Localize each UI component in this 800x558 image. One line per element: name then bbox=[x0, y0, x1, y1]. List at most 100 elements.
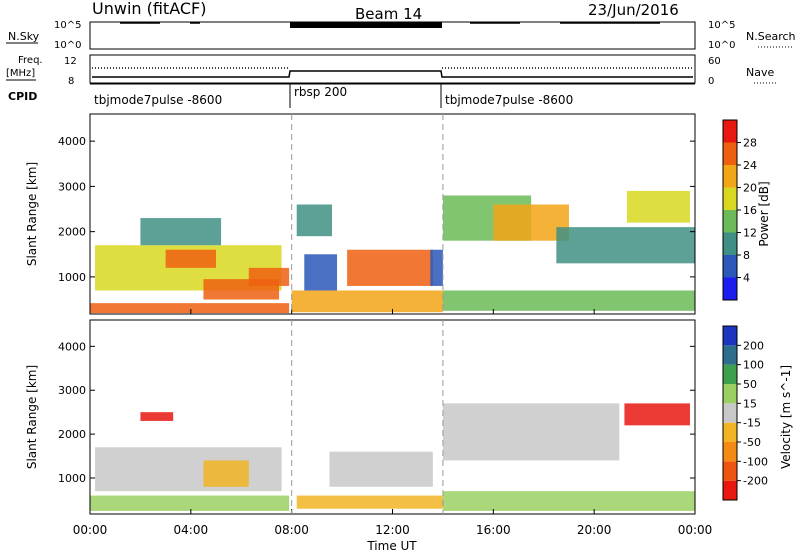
power-ytick-label-3: 4000 bbox=[58, 135, 86, 148]
site-title: Unwin (fitACF) bbox=[92, 0, 206, 18]
power-ytick-label-1: 2000 bbox=[58, 226, 86, 239]
power-region-2 bbox=[165, 249, 217, 268]
power-colorbar-tick-0: 4 bbox=[743, 272, 750, 285]
velocity-region-6 bbox=[442, 403, 620, 461]
power-region-15 bbox=[626, 190, 690, 223]
power-colorbar-label: Power [dB] bbox=[757, 181, 771, 246]
velocity-region-5 bbox=[329, 451, 433, 487]
power-panel: 1000 2000 3000 4000 Slant Range [km] 4 8 12 16… bbox=[25, 113, 771, 315]
mode-dividers bbox=[291, 114, 444, 514]
power-ytick-label-0: 1000 bbox=[58, 271, 86, 284]
freq-label-1: Freq. bbox=[18, 55, 43, 66]
velocity-region-1 bbox=[95, 447, 282, 492]
velocity-colorbar-swatch-4 bbox=[723, 403, 737, 423]
velocity-panel: 1000 2000 3000 4000 Slant Range [km] -200 -1… bbox=[25, 319, 793, 515]
nsky-tick-top: 10^5 bbox=[54, 20, 81, 31]
freq-trace bbox=[92, 70, 693, 78]
velocity-region-0 bbox=[90, 495, 290, 511]
cpid-strip: CPID tbjmode7pulse -8600 rbsp 200 tbjmod… bbox=[8, 83, 695, 108]
power-colorbar-tick-3: 16 bbox=[743, 204, 757, 217]
xtick-label-0: 00:00 bbox=[73, 523, 108, 537]
power-region-0 bbox=[90, 303, 290, 314]
cpid-segment-3: tbjmode7pulse -8600 bbox=[445, 93, 573, 107]
velocity-ytick-label-0: 1000 bbox=[58, 472, 86, 485]
velocity-colorbar-tick-0: -200 bbox=[743, 475, 768, 488]
power-region-5 bbox=[140, 218, 222, 246]
power-colorbar-swatch-6 bbox=[723, 142, 737, 165]
power-y-axis: 1000 2000 3000 4000 bbox=[58, 135, 695, 284]
velocity-ytick-label-3: 4000 bbox=[58, 340, 86, 353]
power-colorbar-tick-6: 28 bbox=[743, 137, 757, 150]
velocity-colorbar-swatch-2 bbox=[723, 442, 737, 462]
freq-label-2: [MHz] bbox=[6, 68, 35, 79]
velocity-colorbar-swatch-3 bbox=[723, 422, 737, 442]
velocity-colorbar-tick-4: 15 bbox=[743, 397, 757, 410]
velocity-heatmap bbox=[90, 403, 695, 511]
velocity-region-2 bbox=[203, 460, 249, 487]
velocity-colorbar-swatch-0 bbox=[723, 480, 737, 500]
nave-tick-bottom: 0 bbox=[708, 76, 714, 87]
power-colorbar-swatch-1 bbox=[723, 255, 737, 278]
velocity-colorbar-tick-7: 200 bbox=[743, 339, 764, 352]
time-axis: 00:00 04:00 08:00 12:00 16:00 20:00 00:00 bbox=[73, 309, 713, 537]
velocity-region-8 bbox=[442, 491, 695, 511]
cpid-segment-2: rbsp 200 bbox=[294, 85, 347, 99]
velocity-region-3 bbox=[140, 412, 174, 421]
nsearch-label: N.Search bbox=[746, 30, 796, 43]
velocity-region-4 bbox=[296, 495, 443, 509]
xtick-label-5: 20:00 bbox=[577, 523, 612, 537]
cpid-segment-1: tbjmode7pulse -8600 bbox=[94, 93, 222, 107]
power-heatmap bbox=[90, 190, 695, 314]
velocity-y-axis: 1000 2000 3000 4000 bbox=[58, 340, 695, 485]
power-region-11 bbox=[442, 290, 695, 311]
power-colorbar-swatch-7 bbox=[723, 120, 737, 143]
velocity-colorbar-swatch-5 bbox=[723, 384, 737, 404]
velocity-colorbar-swatch-1 bbox=[723, 461, 737, 481]
xtick-label-4: 16:00 bbox=[476, 523, 511, 537]
nsky-tick-bottom-right: 10^0 bbox=[708, 40, 735, 51]
power-colorbar-swatch-0 bbox=[723, 277, 737, 300]
velocity-colorbar-label: Velocity [m s^-1] bbox=[779, 365, 793, 469]
beam-title: Beam 14 bbox=[355, 5, 422, 23]
power-ylabel: Slant Range [km] bbox=[25, 162, 39, 266]
power-colorbar-swatch-4 bbox=[723, 187, 737, 210]
nsky-tick-top-right: 10^5 bbox=[708, 20, 735, 31]
nave-label: Nave bbox=[746, 66, 774, 79]
velocity-colorbar-swatch-7 bbox=[723, 345, 737, 365]
power-colorbar-tick-4: 20 bbox=[743, 182, 757, 195]
date-title: 23/Jun/2016 bbox=[588, 1, 679, 19]
velocity-colorbar-tick-3: -15 bbox=[743, 417, 761, 430]
velocity-region-7 bbox=[624, 403, 690, 426]
power-region-8 bbox=[304, 254, 338, 291]
nave-tick-top: 60 bbox=[708, 56, 721, 67]
power-colorbar-swatch-3 bbox=[723, 210, 737, 233]
velocity-colorbar-tick-1: -100 bbox=[743, 455, 768, 468]
xtick-label-2: 08:00 bbox=[274, 523, 309, 537]
velocity-ytick-label-1: 2000 bbox=[58, 428, 86, 441]
velocity-ylabel: Slant Range [km] bbox=[25, 365, 39, 469]
xtick-label-6: 00:00 bbox=[678, 523, 713, 537]
velocity-colorbar-swatch-8 bbox=[723, 326, 737, 346]
power-region-6 bbox=[291, 290, 443, 313]
xaxis-label: Time UT bbox=[366, 539, 417, 553]
xtick-label-3: 12:00 bbox=[375, 523, 410, 537]
velocity-colorbar-tick-2: -50 bbox=[743, 436, 761, 449]
power-colorbar-tick-5: 24 bbox=[743, 159, 757, 172]
freq-tick-bottom: 8 bbox=[68, 76, 74, 87]
velocity-colorbar-tick-5: 50 bbox=[743, 378, 757, 391]
power-colorbar-swatch-2 bbox=[723, 232, 737, 255]
nsky-label: N.Sky bbox=[8, 30, 40, 43]
power-region-4 bbox=[248, 267, 290, 286]
velocity-ytick-label-2: 3000 bbox=[58, 384, 86, 397]
power-region-7 bbox=[296, 204, 332, 237]
freq-panel: Freq. [MHz] 12 8 60 0 Nave bbox=[6, 54, 778, 87]
nsky-panel: N.Sky 10^5 10^0 10^5 10^0 N.Search bbox=[6, 20, 796, 51]
power-region-10 bbox=[430, 249, 443, 286]
nsky-tick-bottom: 10^0 bbox=[54, 40, 81, 51]
velocity-colorbar-tick-6: 100 bbox=[743, 359, 764, 372]
velocity-colorbar: -200 -100 -50 -15 15 50 100 200 bbox=[722, 325, 768, 501]
freq-tick-top: 12 bbox=[64, 56, 77, 67]
xtick-label-1: 04:00 bbox=[174, 523, 209, 537]
